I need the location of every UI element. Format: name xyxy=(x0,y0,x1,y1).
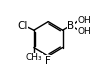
Text: OH: OH xyxy=(78,16,91,25)
Text: Cl: Cl xyxy=(17,21,28,31)
Text: B: B xyxy=(67,21,75,31)
Text: F: F xyxy=(45,56,51,66)
Text: CH₃: CH₃ xyxy=(25,53,42,62)
Text: OH: OH xyxy=(78,27,91,36)
